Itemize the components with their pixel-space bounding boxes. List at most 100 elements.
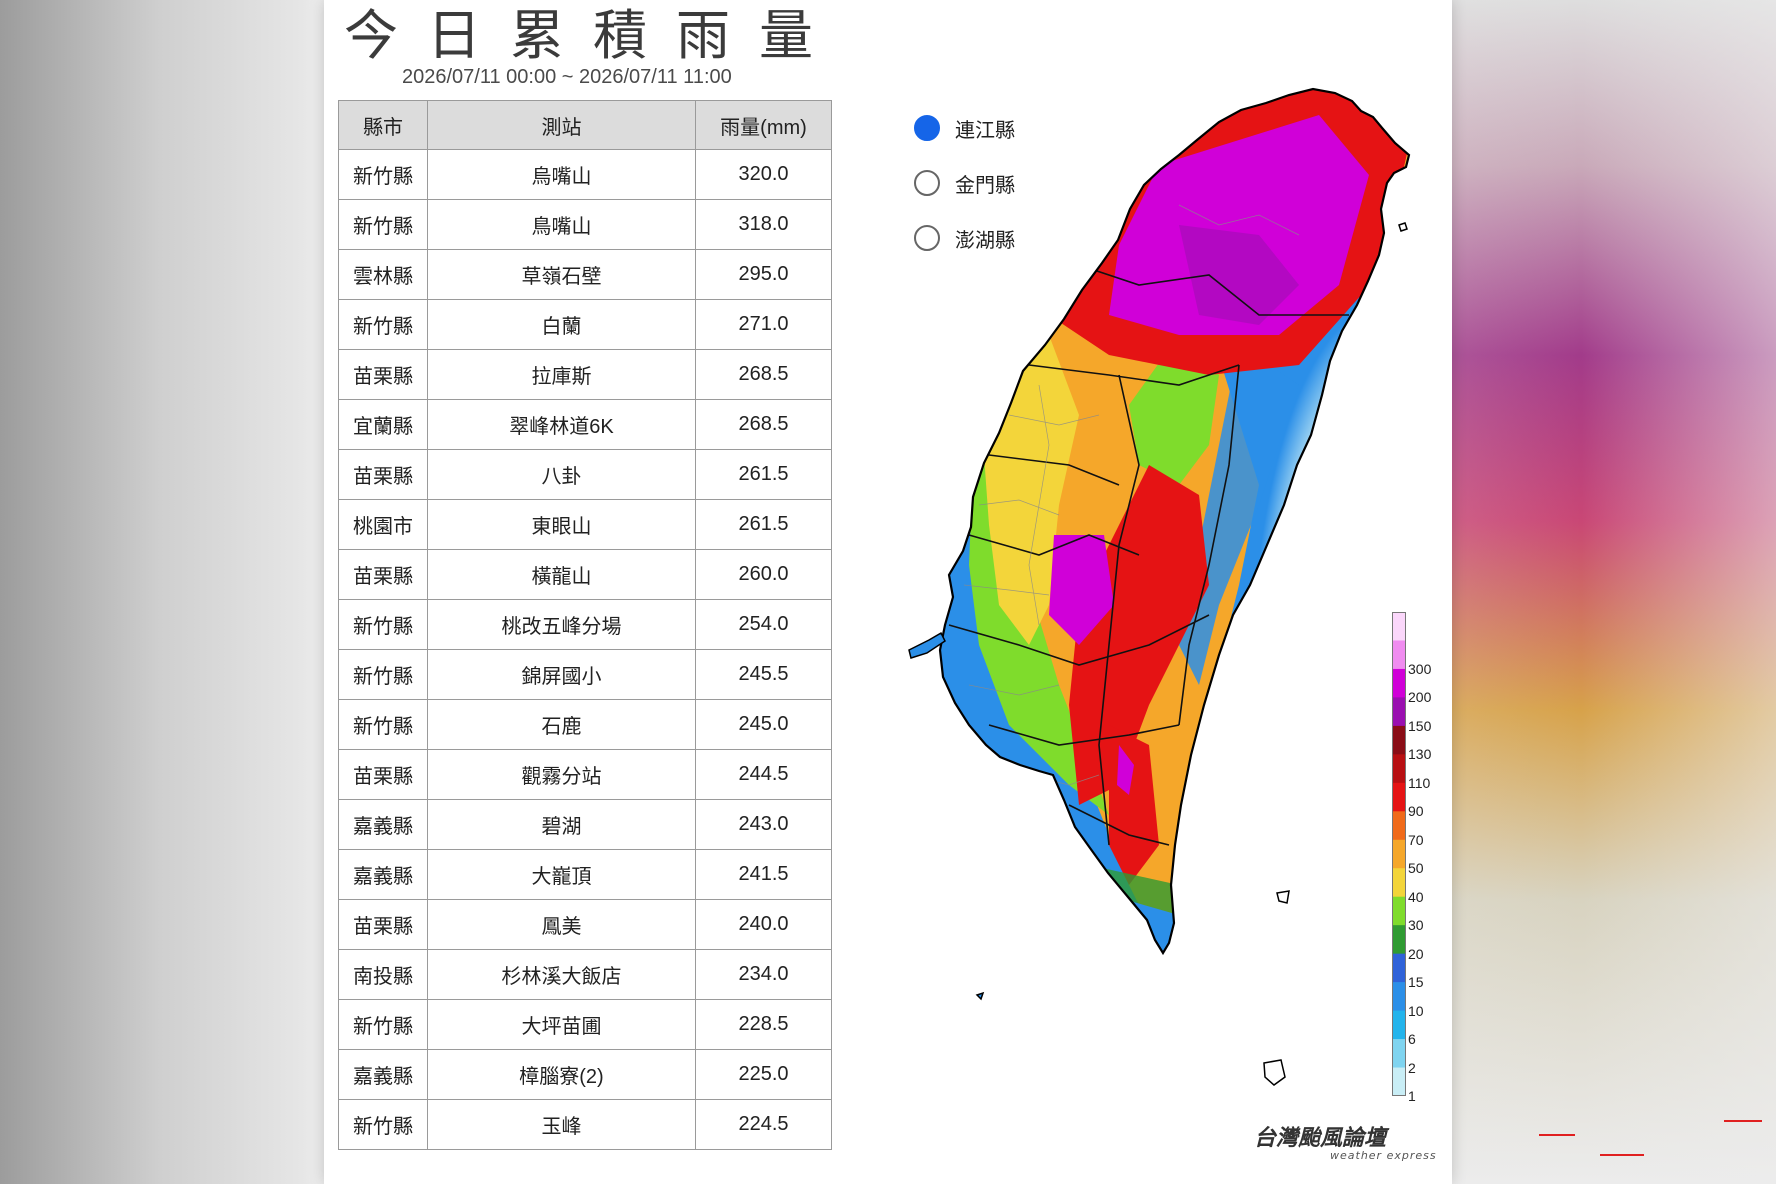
date-range: 2026/07/11 00:00 ~ 2026/07/11 11:00 [402, 66, 732, 88]
cell-county: 新竹縣 [338, 199, 428, 250]
cell-rainfall: 268.5 [695, 399, 832, 450]
cell-rainfall: 271.0 [695, 299, 832, 350]
cell-county: 新竹縣 [338, 1099, 428, 1150]
cell-county: 嘉義縣 [338, 1049, 428, 1100]
rain-zone-north-purple [1179, 225, 1299, 325]
radio-dot[interactable] [914, 225, 940, 251]
radio-label: 澎湖縣 [955, 229, 1015, 252]
table-row: 嘉義縣 大巃頂 241.5 [338, 849, 832, 900]
cell-station: 錦屏國小 [427, 649, 696, 700]
legend-tick-label: 70 [1408, 831, 1424, 848]
table-row: 苗栗縣 八卦 261.5 [338, 449, 832, 500]
table-row: 宜蘭縣 翠峰林道6K 268.5 [338, 399, 832, 450]
table-row: 新竹縣 玉峰 224.5 [338, 1099, 832, 1150]
island-green-island [1276, 890, 1290, 904]
radio-kinmen[interactable]: 金門縣 [914, 163, 1015, 203]
cell-county: 新竹縣 [338, 999, 428, 1050]
table-row: 新竹縣 白蘭 271.0 [338, 299, 832, 350]
cell-county: 苗栗縣 [338, 749, 428, 800]
legend-tick-label: 300 [1408, 660, 1432, 677]
legend-swatch [1392, 754, 1406, 784]
table-row: 新竹縣 鳥嘴山 318.0 [338, 199, 832, 250]
rainfall-panel: 今日累積雨量 2026/07/11 00:00 ~ 2026/07/11 11:… [324, 0, 1762, 1184]
legend-swatch [1392, 697, 1406, 727]
township-border [968, 684, 1060, 696]
county-border [968, 534, 1140, 556]
radio-dot[interactable] [914, 115, 940, 141]
island-orchid-island [1263, 1059, 1286, 1086]
cell-rainfall: 260.0 [695, 549, 832, 600]
coast-peninsula-west [908, 631, 946, 659]
cell-station: 草嶺石壁 [427, 249, 696, 300]
cell-station: 東眼山 [427, 499, 696, 550]
cell-station: 石鹿 [427, 699, 696, 750]
table-row: 嘉義縣 碧湖 243.0 [338, 799, 832, 850]
cell-county: 桃園市 [338, 499, 428, 550]
table-row: 新竹縣 桃改五峰分場 254.0 [338, 599, 832, 650]
cell-station: 樟腦寮(2) [427, 1049, 696, 1100]
taiwan-rainfall-map [908, 87, 1411, 1086]
brand-accent-line [1539, 1134, 1575, 1136]
cell-rainfall: 228.5 [695, 999, 832, 1050]
cell-station: 大坪苗圃 [427, 999, 696, 1050]
rainfall-table: 縣市 測站 雨量(mm) 新竹縣 烏嘴山 320.0 新竹縣 鳥嘴山 318.0 雲林縣 草嶺… [338, 100, 832, 1150]
county-border [988, 724, 1180, 746]
cell-rainfall: 245.5 [695, 649, 832, 700]
legend-tick-label: 40 [1408, 888, 1424, 905]
legend-swatch [1392, 868, 1406, 898]
brand-logo-text: 台灣颱風論壇 [1254, 1126, 1387, 1151]
township-borders [963, 204, 1300, 786]
cell-rainfall: 240.0 [695, 899, 832, 950]
legend-swatch [1392, 782, 1406, 812]
legend-swatch [1392, 925, 1406, 955]
legend-frame [1392, 612, 1406, 1096]
legend-swatch [1392, 896, 1406, 926]
legend-swatch [1392, 953, 1406, 983]
radio-penghu[interactable]: 澎湖縣 [914, 218, 1015, 258]
cell-rainfall: 241.5 [695, 849, 832, 900]
township-border [963, 584, 1050, 596]
cell-rainfall: 318.0 [695, 199, 832, 250]
legend-swatch [1392, 1010, 1406, 1040]
cell-station: 碧湖 [427, 799, 696, 850]
township-border [1028, 384, 1050, 626]
header-station: 測站 [427, 100, 696, 150]
radio-lienchiang[interactable]: 連江縣 [914, 108, 1015, 148]
legend-tick-label: 200 [1408, 689, 1432, 706]
cell-county: 新竹縣 [338, 299, 428, 350]
cell-county: 新竹縣 [338, 649, 428, 700]
legend-tick-label: 10 [1408, 1002, 1424, 1019]
county-border [1098, 374, 1140, 846]
legend-tick-label: 50 [1408, 860, 1424, 877]
legend-swatch [1392, 1067, 1406, 1096]
rainfall-table-body: 新竹縣 烏嘴山 320.0 新竹縣 鳥嘴山 318.0 雲林縣 草嶺石壁 295.0 新竹縣 白蘭 2… [338, 149, 832, 1150]
cell-rainfall: 261.5 [695, 499, 832, 550]
cell-station: 八卦 [427, 449, 696, 500]
island-liuqiu [975, 991, 985, 1001]
legend-swatch [1392, 612, 1406, 641]
brand-accent-line [1724, 1120, 1762, 1122]
legend-tick-label: 90 [1408, 803, 1424, 820]
cell-county: 新竹縣 [338, 699, 428, 750]
table-row: 苗栗縣 拉庫斯 268.5 [338, 349, 832, 400]
cell-station: 杉林溪大飯店 [427, 949, 696, 1000]
table-header-row: 縣市 測站 雨量(mm) [338, 100, 832, 150]
cell-station: 橫龍山 [427, 549, 696, 600]
rain-zone-central-red [1069, 465, 1209, 805]
cell-county: 苗栗縣 [338, 549, 428, 600]
township-border [1178, 204, 1300, 236]
county-border [948, 614, 1210, 666]
table-row: 桃園市 東眼山 261.5 [338, 499, 832, 550]
table-row: 新竹縣 大坪苗圃 228.5 [338, 999, 832, 1050]
radio-dot[interactable] [914, 170, 940, 196]
legend-swatch [1392, 839, 1406, 869]
cell-station: 大巃頂 [427, 849, 696, 900]
cell-county: 新竹縣 [338, 149, 428, 200]
legend-swatch [1392, 640, 1406, 670]
cell-station: 拉庫斯 [427, 349, 696, 400]
legend-swatch [1392, 668, 1406, 698]
table-row: 新竹縣 錦屏國小 245.5 [338, 649, 832, 700]
rain-zone-east-blue [1179, 345, 1299, 685]
cell-rainfall: 254.0 [695, 599, 832, 650]
cell-station: 觀霧分站 [427, 749, 696, 800]
